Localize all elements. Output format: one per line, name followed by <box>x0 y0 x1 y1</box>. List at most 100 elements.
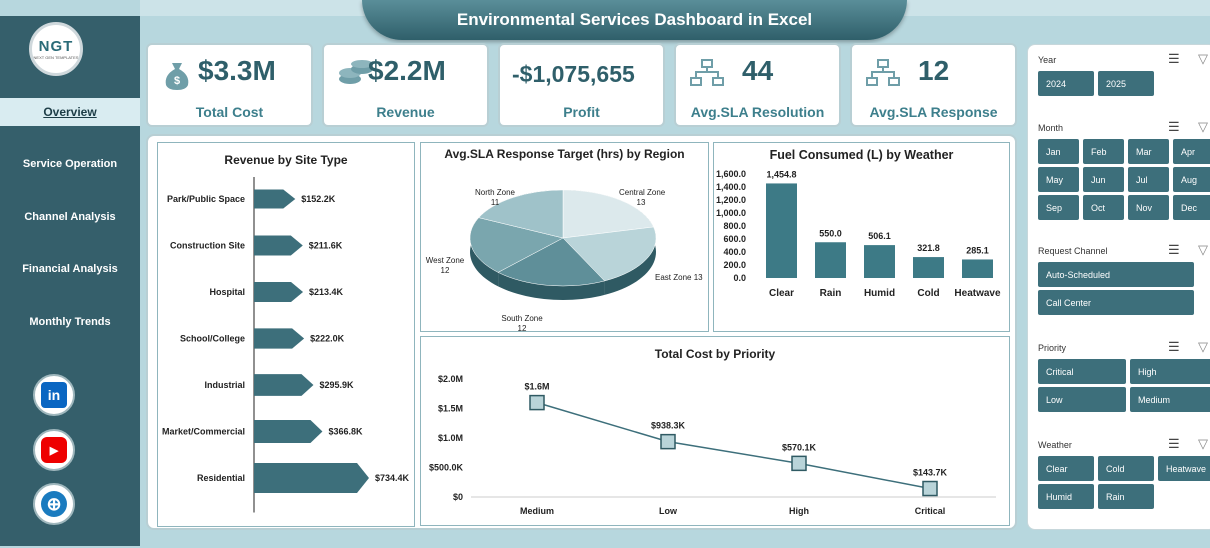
slicer-item-priority[interactable]: Critical <box>1038 359 1126 384</box>
slicer-panel: Year ☰ ▽ 2024 2025 Month ☰ ▽ Jan Feb Mar Apr May Jun J… <box>1027 44 1210 530</box>
nav-monthly-trends[interactable]: Monthly Trends <box>29 316 111 328</box>
data-label: $570.1K <box>782 442 817 452</box>
slicer-item-weather[interactable]: Cold <box>1098 456 1154 481</box>
multi-select-icon[interactable]: ☰ <box>1168 51 1180 66</box>
pie-value: 12 <box>441 266 450 275</box>
cost-priority-line-chart: $0 $500.0K $1.0M $1.5M $2.0M $1.6M Medium $938.… <box>429 374 996 516</box>
slicer-title-month: Month <box>1038 123 1064 133</box>
slicer-item-month[interactable]: Jul <box>1128 167 1169 192</box>
pie-slice-side <box>498 272 605 300</box>
multi-select-icon[interactable]: ☰ <box>1168 242 1180 257</box>
slicer-item-channel[interactable]: Call Center <box>1038 290 1194 315</box>
slicer-item-weather[interactable]: Heatwave <box>1158 456 1210 481</box>
sidebar: NGT NEXT GEN TEMPLATES Overview Service O… <box>0 16 140 546</box>
linkedin-icon: in <box>41 382 67 408</box>
pie-label: West Zone <box>426 256 465 265</box>
slicer-item-month[interactable]: Jun <box>1083 167 1124 192</box>
kpi-value: 44 <box>742 55 774 86</box>
clear-filter-icon[interactable]: ▽ <box>1198 436 1208 451</box>
slicer-item-month[interactable]: Feb <box>1083 139 1124 164</box>
data-point <box>529 394 545 411</box>
data-point <box>660 433 676 450</box>
logo-subtext: NEXT GEN TEMPLATES <box>33 55 79 60</box>
hierarchy-icon <box>690 59 724 86</box>
slicer-item-month[interactable]: Sep <box>1038 195 1079 220</box>
data-label: $366.8K <box>328 427 363 437</box>
bar-arrow <box>254 420 323 443</box>
multi-select-icon[interactable]: ☰ <box>1168 436 1180 451</box>
kpi-value: $3.3M <box>198 55 276 86</box>
data-label: $152.2K <box>301 194 336 204</box>
y-tick: $500.0K <box>429 463 464 473</box>
slicer-item-year[interactable]: 2024 <box>1038 71 1094 96</box>
slicer-item-month[interactable]: Dec <box>1173 195 1210 220</box>
multi-select-icon[interactable]: ☰ <box>1168 339 1180 354</box>
data-label: $1.6M <box>524 382 549 392</box>
slicer-item-channel[interactable]: Auto-Scheduled <box>1038 262 1194 287</box>
pie-slice <box>469 217 564 273</box>
slicer-item-month[interactable]: Nov <box>1128 195 1169 220</box>
nav-financial-analysis[interactable]: Financial Analysis <box>22 263 118 275</box>
y-tick: $2.0M <box>438 374 463 384</box>
y-tick: $0 <box>453 492 463 502</box>
slicer-item-month[interactable]: Oct <box>1083 195 1124 220</box>
y-tick: 200.0 <box>723 260 746 270</box>
data-label: 550.0 <box>819 228 842 238</box>
pie-label: East Zone 13 <box>655 273 703 282</box>
nav-channel-analysis[interactable]: Channel Analysis <box>24 211 116 223</box>
y-tick: 1,400.0 <box>716 182 746 192</box>
slicer-item-month[interactable]: May <box>1038 167 1079 192</box>
bar-arrow <box>254 281 304 303</box>
data-label: $211.6K <box>309 241 343 251</box>
chart-title: Avg.SLA Response Target (hrs) by Region <box>444 147 685 161</box>
title-tab: Environmental Services Dashboard in Exce… <box>362 0 907 40</box>
slicer-item-month[interactable]: Aug <box>1173 167 1210 192</box>
kpi-value: 12 <box>918 55 950 86</box>
slicer-item-weather[interactable]: Humid <box>1038 484 1094 509</box>
clear-filter-icon[interactable]: ▽ <box>1198 51 1208 66</box>
linkedin-button[interactable]: in <box>33 374 75 416</box>
bar-arrow <box>254 328 305 349</box>
bar-arrow <box>254 235 303 256</box>
kpi-total-cost: $ $3.3M Total Cost <box>146 43 313 127</box>
clear-filter-icon[interactable]: ▽ <box>1198 119 1208 134</box>
pie-slice-side <box>470 217 499 287</box>
pie-label: North Zone <box>475 188 516 197</box>
nav-overview[interactable]: Overview <box>0 98 140 126</box>
x-tick: Heatwave <box>954 288 1001 299</box>
clear-filter-icon[interactable]: ▽ <box>1198 242 1208 257</box>
youtube-button[interactable]: ▶ <box>33 429 75 471</box>
fuel-weather-bar-chart: 0.0 200.0 400.0 600.0 800.0 1,000.0 1,200.0 1,4… <box>716 169 1001 299</box>
kpi-profit: -$1,075,655 Profit <box>498 43 665 127</box>
slicer-item-priority[interactable]: High <box>1130 359 1210 384</box>
slicer-item-month[interactable]: Jan <box>1038 139 1079 164</box>
website-button[interactable]: ⊕ <box>33 483 75 525</box>
data-point <box>791 455 807 472</box>
slicer-item-month[interactable]: Mar <box>1128 139 1169 164</box>
pie-value: 12 <box>518 324 527 331</box>
nav-service-operation[interactable]: Service Operation <box>22 158 118 170</box>
category-label: Industrial <box>204 380 245 390</box>
slicer-item-month[interactable]: Apr <box>1173 139 1210 164</box>
multi-select-icon[interactable]: ☰ <box>1168 119 1180 134</box>
svg-text:$: $ <box>174 75 180 87</box>
slicer-item-priority[interactable]: Medium <box>1130 387 1210 412</box>
data-label: $222.0K <box>310 334 345 344</box>
y-tick: 1,200.0 <box>716 195 746 205</box>
bar <box>815 242 846 278</box>
slicer-item-priority[interactable]: Low <box>1038 387 1126 412</box>
x-tick: Critical <box>915 506 946 516</box>
pie-slice <box>562 189 654 239</box>
hierarchy-icon <box>866 59 900 86</box>
clear-filter-icon[interactable]: ▽ <box>1198 339 1208 354</box>
bar-arrow <box>254 189 296 209</box>
slicer-item-weather[interactable]: Clear <box>1038 456 1094 481</box>
pie-slice-side <box>604 226 656 295</box>
slicer-item-year[interactable]: 2025 <box>1098 71 1154 96</box>
category-label: Residential <box>197 473 245 483</box>
x-tick: Low <box>659 506 678 516</box>
y-tick: 0.0 <box>733 273 746 283</box>
series-line <box>536 401 931 490</box>
x-tick: Clear <box>769 288 794 299</box>
slicer-item-weather[interactable]: Rain <box>1098 484 1154 509</box>
